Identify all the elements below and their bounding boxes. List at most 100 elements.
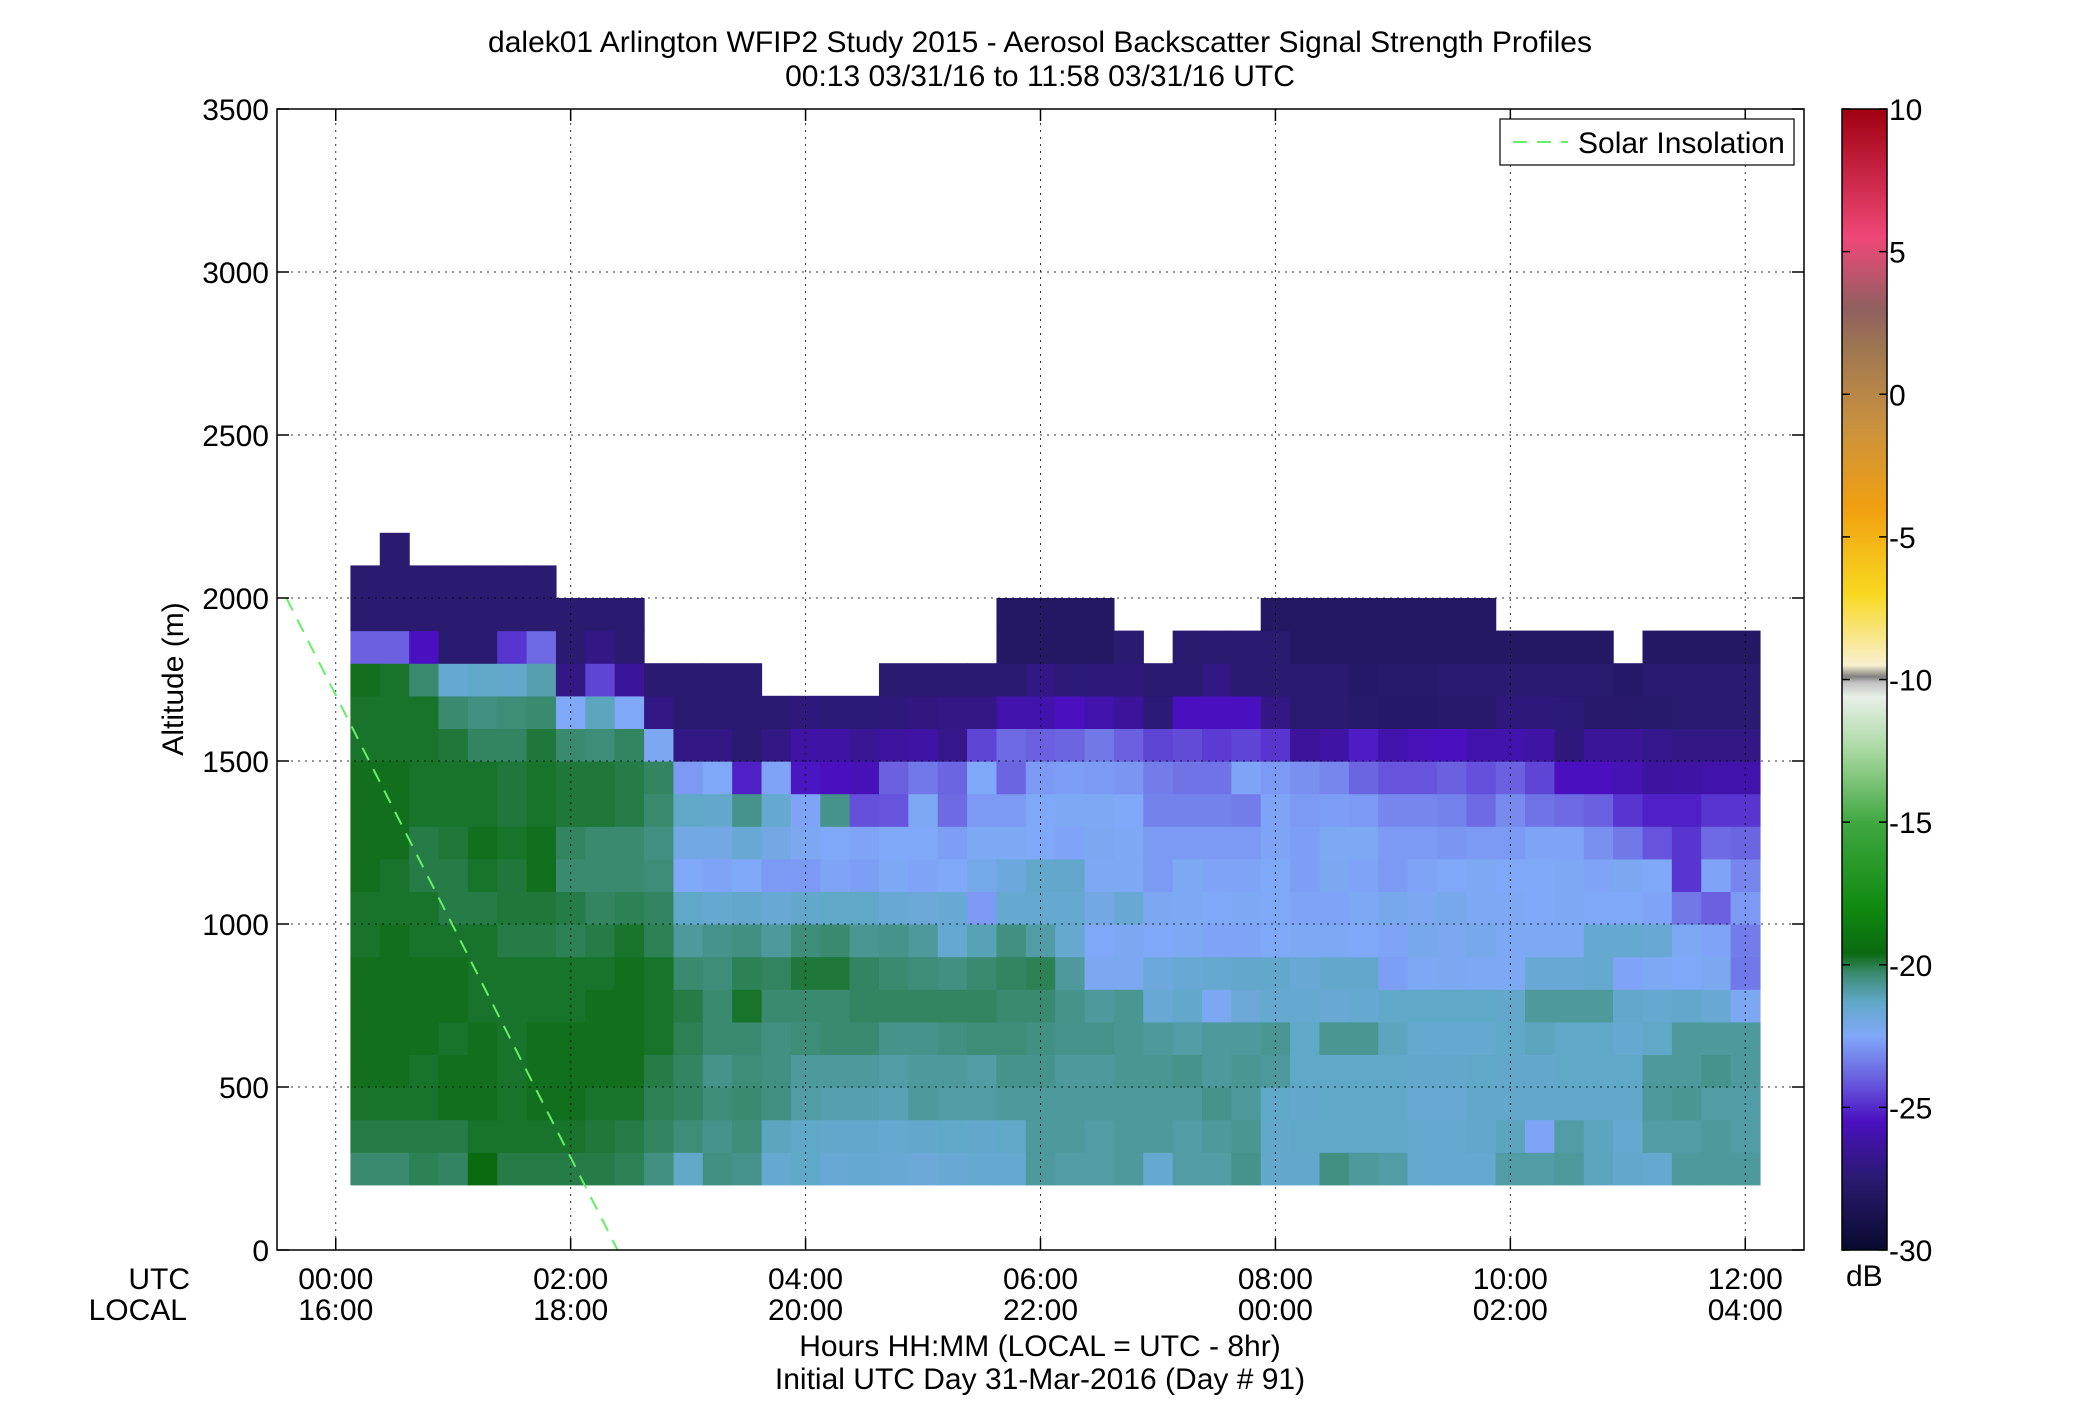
heatmap-cell bbox=[937, 1087, 968, 1121]
heatmap-cell bbox=[908, 1021, 939, 1055]
heatmap-cell bbox=[585, 1054, 616, 1088]
heatmap-cell bbox=[1231, 761, 1262, 795]
heatmap-cell bbox=[1231, 630, 1262, 664]
heatmap-cell bbox=[1671, 924, 1702, 958]
heatmap-cell bbox=[1466, 695, 1497, 729]
heatmap-cell bbox=[820, 956, 851, 990]
heatmap-cell bbox=[1701, 826, 1732, 860]
heatmap-cell bbox=[379, 924, 410, 958]
heatmap-cell bbox=[1113, 1152, 1144, 1186]
heatmap-cell bbox=[1290, 695, 1321, 729]
heatmap-cell bbox=[1583, 761, 1614, 795]
heatmap-cell bbox=[350, 1054, 381, 1088]
heatmap-cell bbox=[937, 956, 968, 990]
heatmap-cell bbox=[1407, 663, 1438, 697]
heatmap-cell bbox=[1055, 924, 1086, 958]
heatmap-cell bbox=[1701, 1087, 1732, 1121]
heatmap-cell bbox=[409, 630, 440, 664]
heatmap-cell bbox=[1319, 891, 1350, 925]
heatmap-cell bbox=[1436, 956, 1467, 990]
heatmap-cell bbox=[673, 858, 704, 892]
heatmap-cell bbox=[1348, 598, 1379, 632]
heatmap-cell bbox=[526, 565, 557, 599]
heatmap-cell bbox=[702, 956, 733, 990]
heatmap-cell bbox=[878, 1054, 909, 1088]
heatmap-cell bbox=[1378, 956, 1409, 990]
heatmap-cell bbox=[967, 793, 998, 827]
x-tick-label-local: 00:00 bbox=[1238, 1294, 1313, 1327]
heatmap-cell bbox=[761, 1087, 792, 1121]
heatmap-cell bbox=[908, 924, 939, 958]
heatmap-cell bbox=[1319, 1054, 1350, 1088]
heatmap-cell bbox=[1084, 663, 1115, 697]
heatmap-cell bbox=[1407, 728, 1438, 762]
heatmap-cell bbox=[1701, 793, 1732, 827]
heatmap-cell bbox=[996, 630, 1027, 664]
colorbar-tick-label: -25 bbox=[1889, 1092, 1932, 1125]
heatmap-cell bbox=[409, 1152, 440, 1186]
heatmap-cell bbox=[1583, 826, 1614, 860]
heatmap-cell bbox=[1290, 793, 1321, 827]
heatmap-cell bbox=[1436, 1021, 1467, 1055]
heatmap-cell bbox=[1525, 695, 1555, 729]
heatmap-cell bbox=[1671, 630, 1702, 664]
heatmap-cell bbox=[1084, 1119, 1115, 1153]
heatmap-cell bbox=[702, 728, 733, 762]
heatmap-cell bbox=[1554, 826, 1585, 860]
heatmap-cell bbox=[1348, 728, 1379, 762]
heatmap-cell bbox=[1642, 858, 1673, 892]
heatmap-cell bbox=[1025, 1152, 1056, 1186]
heatmap-cell bbox=[1436, 663, 1467, 697]
heatmap-cell bbox=[1642, 1087, 1673, 1121]
x-tick-label-local: 02:00 bbox=[1473, 1294, 1548, 1327]
heatmap-cell bbox=[1202, 630, 1232, 664]
heatmap-cell bbox=[350, 695, 381, 729]
heatmap-cell bbox=[1172, 793, 1203, 827]
heatmap-cell bbox=[409, 891, 440, 925]
heatmap-cell bbox=[1113, 891, 1144, 925]
heatmap-cell bbox=[732, 989, 763, 1023]
heatmap-cell bbox=[878, 989, 909, 1023]
heatmap-cell bbox=[438, 1021, 469, 1055]
heatmap-cell bbox=[1055, 989, 1086, 1023]
heatmap-cell bbox=[1319, 630, 1350, 664]
heatmap-cell bbox=[1143, 989, 1174, 1023]
heatmap-cell bbox=[614, 598, 645, 632]
heatmap-cell bbox=[732, 1054, 763, 1088]
heatmap-cell bbox=[379, 761, 410, 795]
heatmap-cell bbox=[526, 728, 557, 762]
heatmap-cell bbox=[820, 695, 851, 729]
heatmap-cell bbox=[1348, 956, 1379, 990]
heatmap-cell bbox=[1055, 1152, 1086, 1186]
heatmap-cell bbox=[937, 793, 968, 827]
heatmap-cell bbox=[1554, 1087, 1585, 1121]
heatmap-cell bbox=[1701, 695, 1732, 729]
heatmap-cell bbox=[790, 1152, 821, 1186]
heatmap-cell bbox=[820, 891, 851, 925]
heatmap-cell bbox=[1143, 761, 1174, 795]
heatmap-cell bbox=[409, 598, 440, 632]
heatmap-cell bbox=[585, 761, 616, 795]
heatmap-cell bbox=[1231, 1152, 1262, 1186]
colorbar-unit: dB bbox=[1846, 1260, 1883, 1293]
heatmap-cell bbox=[1701, 761, 1732, 795]
heatmap-cell bbox=[644, 858, 675, 892]
heatmap-cell bbox=[585, 858, 616, 892]
x-tick-label-utc: 04:00 bbox=[768, 1263, 843, 1296]
heatmap-cell bbox=[497, 858, 528, 892]
heatmap-cell bbox=[1290, 858, 1321, 892]
heatmap-cell bbox=[526, 598, 557, 632]
heatmap-cell bbox=[526, 630, 557, 664]
heatmap-cell bbox=[1290, 1054, 1321, 1088]
heatmap-cell bbox=[1525, 1152, 1555, 1186]
heatmap-cell bbox=[1671, 793, 1702, 827]
heatmap-cell bbox=[1084, 989, 1115, 1023]
heatmap-cell bbox=[614, 1119, 645, 1153]
heatmap-cell bbox=[350, 1087, 381, 1121]
heatmap-cell bbox=[1436, 858, 1467, 892]
local-row-label: LOCAL bbox=[89, 1294, 187, 1327]
heatmap-cell bbox=[908, 956, 939, 990]
y-tick-label: 3000 bbox=[202, 257, 269, 290]
heatmap-cell bbox=[849, 695, 880, 729]
heatmap-cell bbox=[1525, 728, 1555, 762]
